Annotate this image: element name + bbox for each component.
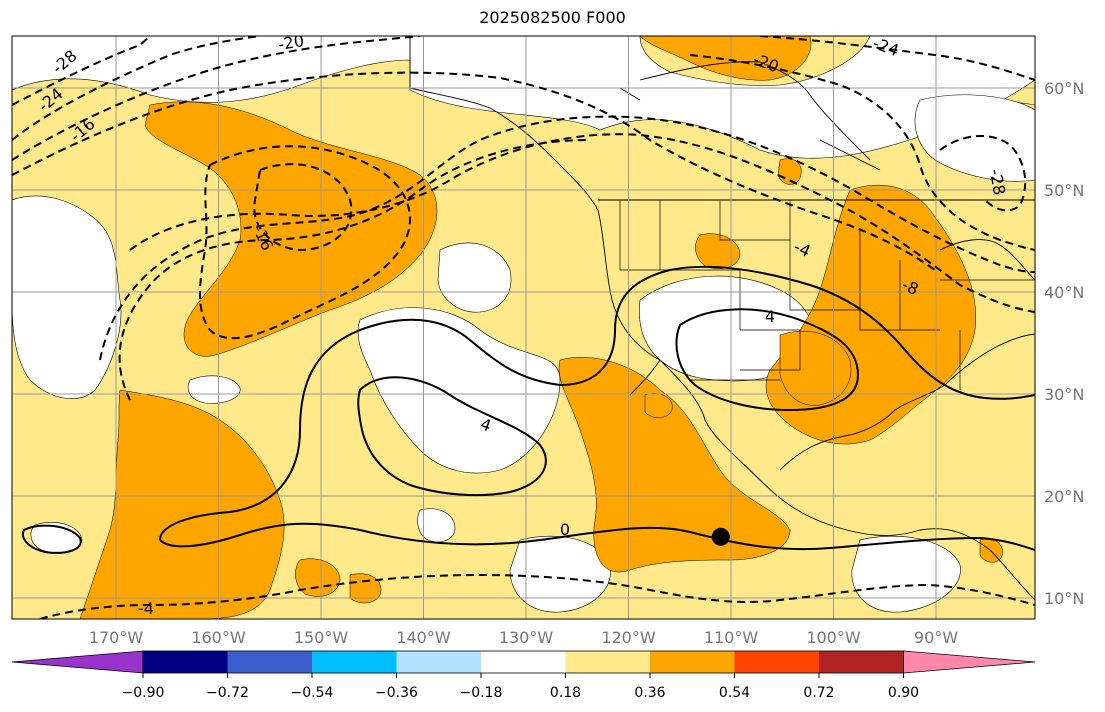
map-border (11, 35, 1036, 620)
colorbar-cell (819, 651, 904, 673)
contour-neg16-b (253, 163, 353, 252)
colorbar-cell (481, 651, 566, 673)
map-title: 2025082500 F000 (479, 8, 626, 27)
latitude-labels: 60°N 50°N 40°N 30°N 20°N 10°N (1044, 79, 1084, 608)
colorbar-cell (565, 651, 650, 673)
colorbar-tick-label: −0.90 (122, 685, 165, 701)
contour-neg16-a (12, 71, 936, 271)
longitude-label: 90°W (914, 628, 958, 647)
contour-neg4-outer (118, 139, 591, 401)
longitude-label: 120°W (601, 628, 656, 647)
contour-neg24-east (759, 36, 1035, 81)
contour-zero-c (22, 524, 82, 554)
shading-orange (79, 36, 1003, 619)
contour-neg28-east (939, 134, 1027, 212)
colorbar-tick-label: 0.72 (803, 685, 834, 701)
colorbar-cell (650, 651, 735, 673)
shading-white-holes (12, 94, 1035, 613)
colorbar-tick-label: −0.72 (206, 685, 249, 701)
colorbar-cell (396, 651, 481, 673)
contour-label: -20 (277, 31, 306, 54)
contour-neg20-east (689, 54, 1035, 251)
latitude-label: 60°N (1044, 79, 1084, 98)
contour-zero-a (159, 265, 1035, 541)
contour-pos4-b (675, 308, 860, 412)
colorbar-tick-label: −0.36 (375, 685, 418, 701)
colorbar-tick-label: 0.54 (719, 685, 750, 701)
longitude-label: 160°W (191, 628, 246, 647)
contour-label: -28 (986, 168, 1009, 197)
latitude-label: 20°N (1044, 487, 1084, 506)
state-borders (619, 200, 1035, 390)
colorbar-tick-label: −0.54 (291, 685, 334, 701)
contour-label: 4 (765, 307, 775, 326)
contour-neg8 (129, 133, 1035, 313)
colorbar-ticks: −0.90 −0.72 −0.54 −0.36 −0.18 0.18 0.36 0.54 0.7… (122, 673, 919, 701)
latitude-label: 40°N (1044, 283, 1084, 302)
contour-neg4-bottom (39, 573, 1035, 619)
longitude-label: 130°W (499, 628, 554, 647)
colorbar-extend-low (11, 650, 144, 674)
colorbar-tick-label: 0.90 (888, 685, 919, 701)
colorbar-tick-label: −0.18 (460, 685, 503, 701)
contour-lines (12, 36, 1035, 619)
latitude-label: 10°N (1044, 589, 1084, 608)
colorbar-cell (312, 651, 397, 673)
colorbar-extend-high (903, 650, 1036, 674)
contour-neg24-a (12, 36, 261, 141)
contour-pos4-a (357, 376, 547, 497)
colorbar-tick-label: 0.36 (634, 685, 665, 701)
longitude-label: 100°W (806, 628, 861, 647)
marker-point (711, 527, 730, 546)
colorbar-cell (143, 651, 228, 673)
longitude-labels: 170°W 160°W 150°W 140°W 130°W 120°W 110°W 100°W… (89, 628, 958, 647)
longitude-label: 140°W (396, 628, 451, 647)
contour-label: -4 (138, 599, 154, 618)
colorbar: −0.90 −0.72 −0.54 −0.36 −0.18 0.18 0.36 0.54 0.7… (11, 650, 1036, 701)
contour-zero-b (159, 522, 1035, 551)
contour-label: -8 (899, 275, 921, 299)
longitude-label: 150°W (294, 628, 349, 647)
contour-neg12 (199, 145, 411, 340)
latitude-label: 50°N (1044, 181, 1084, 200)
contour-neg4 (99, 115, 1035, 361)
longitude-label: 110°W (704, 628, 759, 647)
colorbar-cell (734, 651, 819, 673)
contour-label: 0 (560, 520, 570, 539)
colorbar-cells (11, 650, 1036, 674)
contour-neg20-a (12, 36, 421, 161)
longitude-label: 170°W (89, 628, 144, 647)
latitude-label: 30°N (1044, 385, 1084, 404)
colorbar-tick-label: 0.18 (550, 685, 581, 701)
colorbar-cell (227, 651, 312, 673)
gridlines (12, 36, 1035, 619)
contour-label: -4 (791, 237, 813, 261)
contour-neg28-a (12, 36, 151, 106)
